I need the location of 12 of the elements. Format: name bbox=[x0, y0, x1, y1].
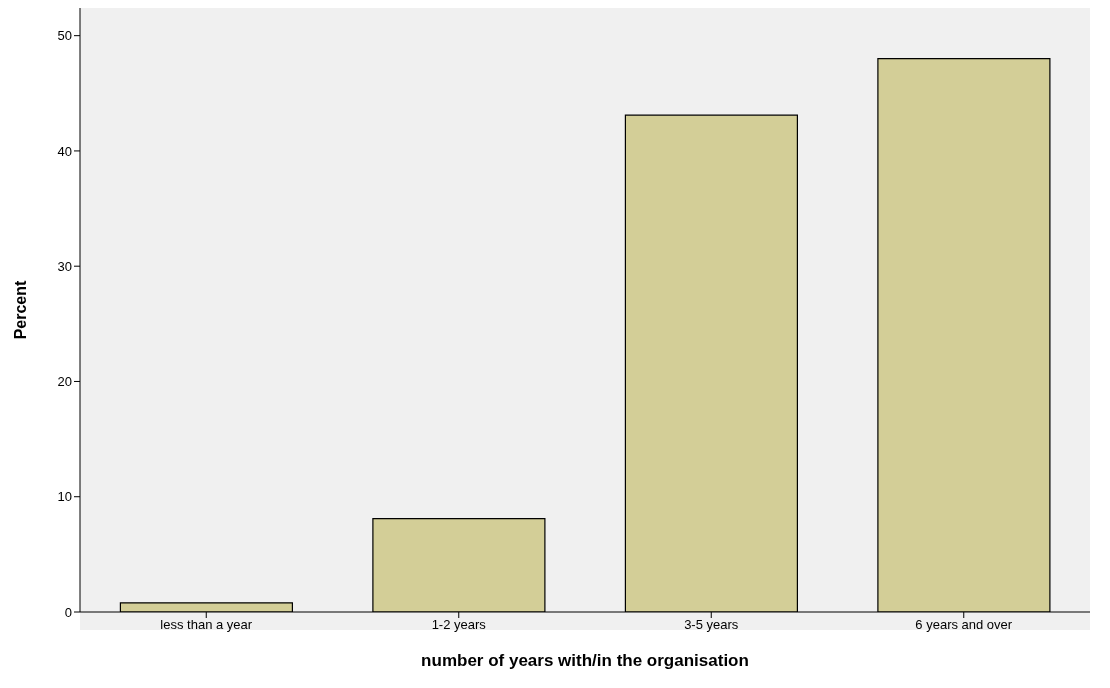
y-tick-label: 50 bbox=[57, 28, 72, 44]
x-tick-label: 6 years and over bbox=[915, 617, 1013, 633]
y-tick-label: 40 bbox=[57, 143, 72, 159]
y-axis-title: Percent bbox=[11, 279, 29, 340]
y-tick-label: 0 bbox=[64, 604, 72, 620]
y-tick-label: 20 bbox=[57, 374, 72, 390]
y-tick-label: 10 bbox=[57, 489, 72, 505]
x-tick-label: less than a year bbox=[160, 617, 253, 633]
x-tick-label: 1-2 years bbox=[431, 617, 487, 633]
x-tick-label: 3-5 years bbox=[684, 617, 739, 633]
y-tick-label: 30 bbox=[57, 258, 72, 274]
x-axis-title: number of years with/in the organisation bbox=[421, 651, 749, 670]
